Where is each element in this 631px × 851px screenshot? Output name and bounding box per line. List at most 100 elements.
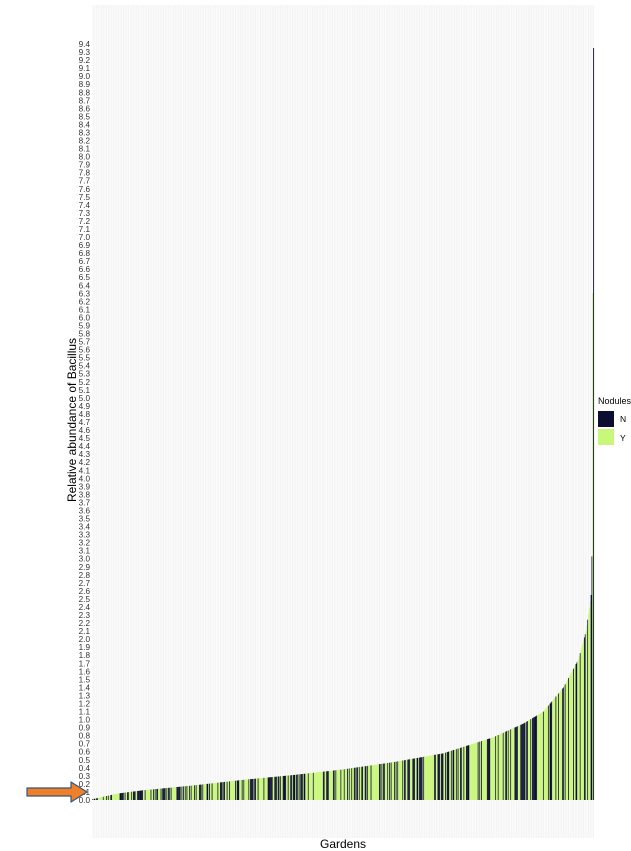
bar xyxy=(404,760,405,800)
bar xyxy=(441,753,443,800)
bar xyxy=(273,776,275,800)
bar xyxy=(318,772,320,800)
bar xyxy=(330,770,332,800)
bar xyxy=(184,786,186,800)
bar xyxy=(168,787,170,800)
bar xyxy=(430,755,431,800)
bar xyxy=(550,702,552,800)
bar xyxy=(506,731,508,800)
bar xyxy=(291,775,293,800)
bar xyxy=(355,767,357,800)
bar xyxy=(202,784,204,800)
bar xyxy=(558,692,560,800)
bar xyxy=(138,790,139,800)
bar xyxy=(466,745,468,800)
y-tick-label: 3.9 xyxy=(79,482,91,491)
bar xyxy=(133,791,135,800)
bar xyxy=(353,767,354,800)
y-tick-label: 0.4 xyxy=(79,764,91,773)
bar xyxy=(224,781,226,800)
bar xyxy=(580,649,582,800)
bar xyxy=(447,751,449,800)
bar xyxy=(492,737,494,800)
bar xyxy=(313,772,315,800)
bar xyxy=(419,757,421,800)
bar xyxy=(264,777,266,800)
bar xyxy=(241,779,243,800)
bar xyxy=(290,775,292,800)
bar xyxy=(119,793,121,800)
bar xyxy=(430,755,432,800)
bar xyxy=(118,793,120,800)
y-tick-label: 8.1 xyxy=(79,145,91,154)
bar xyxy=(542,711,544,800)
bar xyxy=(221,782,223,800)
bar xyxy=(293,774,295,800)
bar xyxy=(235,780,236,800)
bar xyxy=(382,763,384,800)
bar xyxy=(409,759,411,800)
y-tick-label: 0.2 xyxy=(79,780,91,789)
bar xyxy=(212,783,214,800)
y-tick-label: 4.9 xyxy=(79,402,91,411)
bar xyxy=(537,714,539,800)
y-tick-label: 5.7 xyxy=(79,338,91,347)
bar xyxy=(372,765,374,800)
bar xyxy=(496,735,498,800)
legend-swatch-y xyxy=(598,429,614,445)
bar xyxy=(523,723,525,800)
bar xyxy=(99,797,101,800)
bar xyxy=(105,796,107,800)
bar xyxy=(242,779,244,800)
bar xyxy=(576,662,578,800)
bar xyxy=(476,742,478,800)
bar xyxy=(584,634,586,800)
y-tick-label: 6.5 xyxy=(79,273,91,282)
bar xyxy=(200,784,202,800)
y-tick-label: 8.6 xyxy=(79,104,91,113)
bar xyxy=(487,738,489,800)
bar xyxy=(210,783,212,800)
bar xyxy=(134,791,136,800)
bar xyxy=(321,771,323,800)
y-tick-label: 9.2 xyxy=(79,56,91,65)
bar xyxy=(367,765,369,800)
bar xyxy=(452,750,454,800)
bar xyxy=(126,792,128,800)
bar xyxy=(302,773,304,800)
bar xyxy=(341,769,343,800)
bar xyxy=(505,731,507,800)
bar xyxy=(231,781,233,800)
bar xyxy=(281,776,283,800)
bar xyxy=(583,637,585,800)
y-tick-label: 7.0 xyxy=(79,233,91,242)
y-tick-label: 2.7 xyxy=(79,579,91,588)
bar xyxy=(520,724,522,800)
bar xyxy=(512,728,514,800)
y-tick-label: 2.8 xyxy=(79,571,91,580)
bar xyxy=(250,779,252,800)
bar xyxy=(516,726,518,800)
bar xyxy=(152,789,154,800)
bar xyxy=(364,766,366,800)
bar xyxy=(245,779,247,800)
bar xyxy=(280,776,282,800)
bar xyxy=(517,726,518,800)
bar xyxy=(461,747,463,800)
bar xyxy=(553,698,555,800)
bar xyxy=(511,728,513,800)
bar xyxy=(195,785,197,800)
bar xyxy=(538,714,540,800)
y-tick-label: 0.8 xyxy=(79,732,91,741)
bar xyxy=(174,787,176,800)
orange-arrow-icon xyxy=(26,781,88,803)
y-tick-label: 6.6 xyxy=(79,265,91,274)
bar xyxy=(571,671,573,800)
bar xyxy=(567,679,569,800)
y-tick-label: 8.9 xyxy=(79,80,91,89)
bar xyxy=(219,782,221,800)
bar xyxy=(257,778,259,800)
bar xyxy=(285,775,287,800)
bar xyxy=(160,788,162,800)
bar xyxy=(459,748,461,800)
